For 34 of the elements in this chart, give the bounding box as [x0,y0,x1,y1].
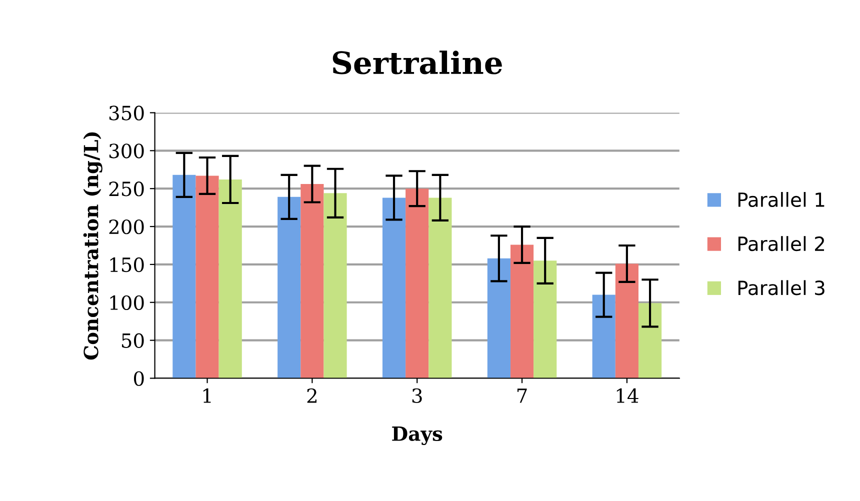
x-tick-label: 1 [203,388,211,403]
y-axis-title: Concentration (ng/L) [83,132,102,360]
x-tick-label: 14 [616,388,638,403]
bar [487,258,510,378]
bar [278,196,301,378]
y-tick-label: 350 [109,106,144,120]
bar [534,260,557,378]
bar [592,294,616,378]
y-tick-label: 100 [110,295,144,310]
bar [638,303,662,378]
legend-label: Parallel 1 [738,192,824,208]
y-tick-label: 200 [109,219,144,234]
x-tick-label: 3 [412,388,422,404]
y-tick-label: 150 [110,257,144,272]
legend-label: Parallel 3 [738,280,824,296]
bar [428,198,452,378]
bar [218,179,242,378]
y-tick-label: 250 [109,182,144,196]
bar [406,188,429,378]
bar [196,176,219,378]
chart-title: Sertraline [332,50,502,74]
bar [324,193,347,378]
bar [300,184,324,378]
bar [510,244,534,378]
bar [382,198,406,378]
bar [615,264,638,378]
y-tick-label: 50 [122,333,144,348]
x-axis-title: Days [392,426,442,446]
y-tick-label: 300 [109,144,144,158]
x-tick-label: 2 [307,388,316,403]
y-tick-label: 0 [134,371,144,386]
bar [172,174,196,378]
x-tick-label: 7 [517,388,527,403]
legend-label: Parallel 2 [738,236,824,252]
